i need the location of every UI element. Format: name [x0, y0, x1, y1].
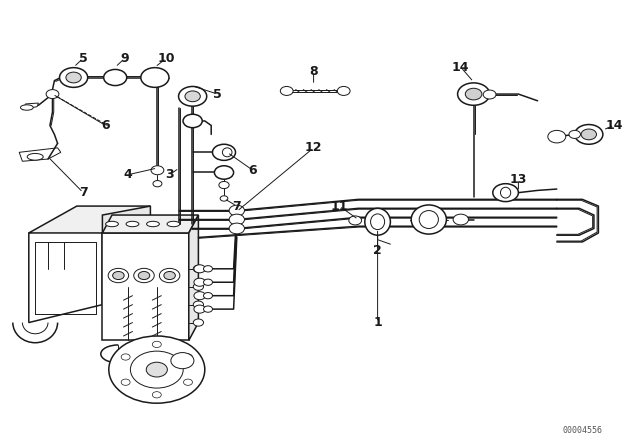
Circle shape [138, 271, 150, 280]
Ellipse shape [419, 211, 438, 228]
Text: 9: 9 [120, 52, 129, 65]
Circle shape [453, 214, 468, 225]
Circle shape [349, 216, 362, 225]
Polygon shape [189, 215, 198, 340]
Circle shape [581, 129, 596, 140]
Polygon shape [29, 215, 102, 323]
Circle shape [212, 144, 236, 160]
Ellipse shape [365, 208, 390, 235]
Polygon shape [29, 206, 150, 233]
Circle shape [151, 166, 164, 175]
Ellipse shape [500, 187, 511, 198]
Ellipse shape [167, 221, 180, 227]
Circle shape [121, 354, 130, 360]
Circle shape [104, 69, 127, 86]
Polygon shape [22, 103, 38, 110]
Circle shape [153, 181, 162, 187]
Circle shape [131, 351, 183, 388]
Circle shape [548, 130, 566, 143]
Circle shape [152, 341, 161, 348]
Text: 14: 14 [452, 60, 470, 74]
Circle shape [194, 278, 205, 286]
Circle shape [194, 305, 205, 313]
Circle shape [569, 130, 580, 138]
Polygon shape [102, 233, 189, 340]
Text: 2: 2 [373, 244, 382, 258]
Text: 7: 7 [232, 199, 241, 213]
Circle shape [46, 90, 59, 99]
Text: 3: 3 [165, 168, 174, 181]
Circle shape [204, 293, 212, 299]
Ellipse shape [412, 205, 447, 234]
Ellipse shape [20, 105, 33, 110]
Text: 13: 13 [509, 172, 527, 186]
Polygon shape [102, 206, 150, 305]
Circle shape [458, 83, 490, 105]
Text: 11: 11 [330, 199, 348, 213]
Circle shape [147, 362, 168, 377]
Ellipse shape [147, 221, 159, 227]
Text: 1: 1 [373, 316, 382, 329]
Circle shape [493, 184, 518, 202]
Circle shape [193, 283, 204, 290]
Circle shape [152, 392, 161, 398]
Circle shape [204, 266, 212, 272]
Circle shape [219, 181, 229, 189]
Circle shape [113, 271, 124, 280]
Text: 10: 10 [157, 52, 175, 65]
Circle shape [185, 91, 200, 102]
Text: 00004556: 00004556 [563, 426, 602, 435]
Circle shape [204, 306, 212, 312]
Circle shape [184, 354, 193, 360]
Circle shape [229, 223, 244, 234]
Text: 8: 8 [309, 65, 318, 78]
Circle shape [193, 265, 204, 272]
Circle shape [214, 166, 234, 179]
Circle shape [108, 268, 129, 283]
Ellipse shape [106, 221, 118, 227]
Circle shape [280, 86, 293, 95]
Circle shape [204, 279, 212, 285]
Text: 12: 12 [305, 141, 323, 155]
Text: 6: 6 [101, 119, 110, 132]
Circle shape [171, 353, 194, 369]
Circle shape [465, 88, 482, 100]
Ellipse shape [28, 153, 44, 160]
Ellipse shape [371, 214, 385, 230]
Circle shape [575, 125, 603, 144]
Circle shape [220, 196, 228, 201]
Circle shape [60, 68, 88, 87]
Circle shape [183, 114, 202, 128]
Text: 14: 14 [605, 119, 623, 132]
Polygon shape [19, 148, 61, 161]
Circle shape [164, 271, 175, 280]
Circle shape [66, 72, 81, 83]
Circle shape [109, 336, 205, 403]
Ellipse shape [223, 148, 232, 157]
Circle shape [194, 265, 205, 273]
Circle shape [194, 292, 205, 300]
Polygon shape [102, 215, 198, 233]
Circle shape [337, 86, 350, 95]
Circle shape [121, 379, 130, 385]
Circle shape [193, 301, 204, 308]
Circle shape [483, 90, 496, 99]
Text: 5: 5 [213, 87, 222, 101]
Ellipse shape [126, 221, 139, 227]
Text: 4: 4 [124, 168, 132, 181]
Circle shape [229, 214, 244, 225]
Text: 7: 7 [79, 186, 88, 199]
Circle shape [179, 86, 207, 106]
Text: 5: 5 [79, 52, 88, 65]
Circle shape [193, 319, 204, 326]
Circle shape [141, 68, 169, 87]
Circle shape [184, 379, 193, 385]
Circle shape [159, 268, 180, 283]
Circle shape [229, 205, 244, 216]
Text: 6: 6 [248, 164, 257, 177]
Circle shape [134, 268, 154, 283]
